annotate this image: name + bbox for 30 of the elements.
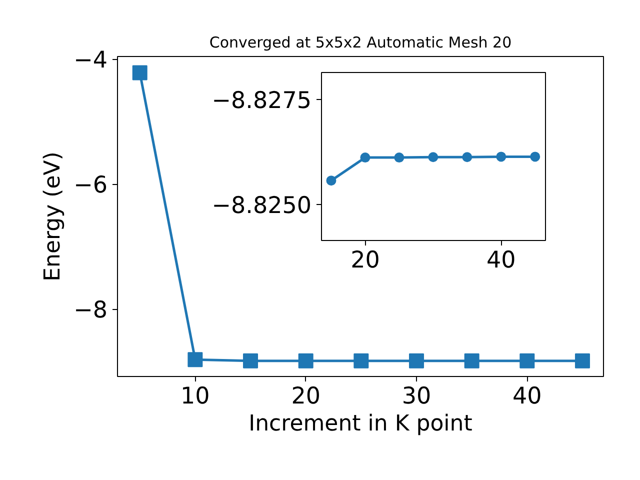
point	[326, 176, 336, 186]
point	[464, 353, 480, 368]
point	[132, 65, 148, 80]
y-tick-label: −8.8275	[212, 88, 312, 114]
point	[520, 353, 535, 368]
y-tick-label: −8.8250	[212, 192, 312, 219]
point	[462, 152, 472, 162]
point	[354, 353, 369, 368]
x-axis-title: Increment in K point	[248, 412, 473, 436]
x-tick-label: 30	[402, 384, 432, 410]
point	[574, 353, 590, 368]
point	[496, 152, 506, 162]
point	[428, 152, 438, 162]
y-tick-label: −6	[74, 172, 108, 198]
x-tick-label: 10	[180, 384, 210, 410]
chart-title: Converged at 5x5x2 Automatic Mesh 20	[209, 34, 512, 52]
y-tick-label: −4	[74, 48, 108, 74]
point	[360, 152, 370, 163]
point	[394, 152, 404, 163]
point	[243, 353, 258, 368]
x-tick-label: 40	[486, 248, 516, 274]
point	[298, 353, 314, 368]
point	[188, 352, 203, 368]
x-tick-label: 20	[291, 384, 320, 410]
point	[408, 353, 424, 368]
x-tick-label: 40	[512, 384, 542, 410]
y-tick-label: −8	[74, 298, 108, 324]
point	[530, 152, 540, 162]
y-axis-title: Energy (eV)	[40, 152, 66, 282]
x-tick-label: 20	[350, 248, 380, 274]
